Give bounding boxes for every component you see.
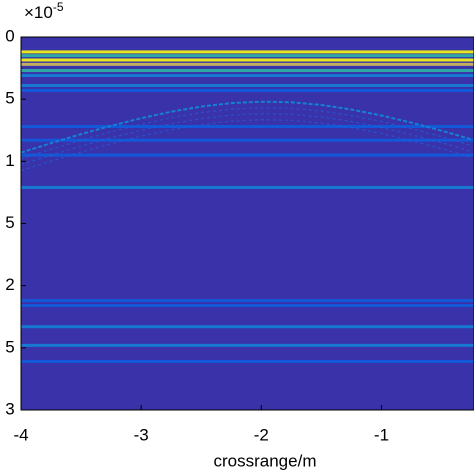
x-axis-label: crossrange/m (214, 451, 317, 470)
band (21, 299, 474, 303)
y-tick-label: 3 (5, 399, 14, 418)
y-tick-label: 5 (5, 89, 14, 108)
y-tick-label: 5 (5, 337, 14, 356)
band (21, 343, 474, 347)
exponent-label: ×10-5 (24, 0, 64, 22)
band (21, 50, 474, 54)
band (21, 88, 474, 92)
y-tick-label: 5 (5, 213, 14, 232)
heatmap-background (21, 37, 474, 410)
band (21, 138, 474, 142)
x-tick-label: -4 (13, 425, 28, 444)
y-tick-label: 2 (5, 275, 14, 294)
band (21, 325, 474, 329)
exponent-power: -5 (53, 0, 64, 14)
x-tick-label: -2 (254, 425, 269, 444)
y-tick-label: 0 (5, 26, 14, 45)
x-tick-label: -3 (134, 425, 149, 444)
heatmap (20, 50, 474, 364)
x-tick-label: -1 (374, 425, 389, 444)
band (21, 125, 474, 129)
band (21, 304, 474, 308)
exponent-base: ×10 (24, 3, 53, 22)
hyperbola-echo (20, 119, 472, 172)
y-tick-label: 1 (5, 151, 14, 170)
band (21, 74, 474, 78)
band (21, 360, 474, 364)
hyperbola (20, 100, 472, 154)
band (21, 185, 474, 189)
band (21, 83, 474, 87)
band (21, 58, 474, 62)
band (21, 62, 474, 66)
band (21, 54, 474, 58)
hyperbola-echo (20, 113, 472, 166)
hyperbola-echo (20, 107, 472, 160)
band (21, 69, 474, 73)
band (21, 153, 474, 157)
